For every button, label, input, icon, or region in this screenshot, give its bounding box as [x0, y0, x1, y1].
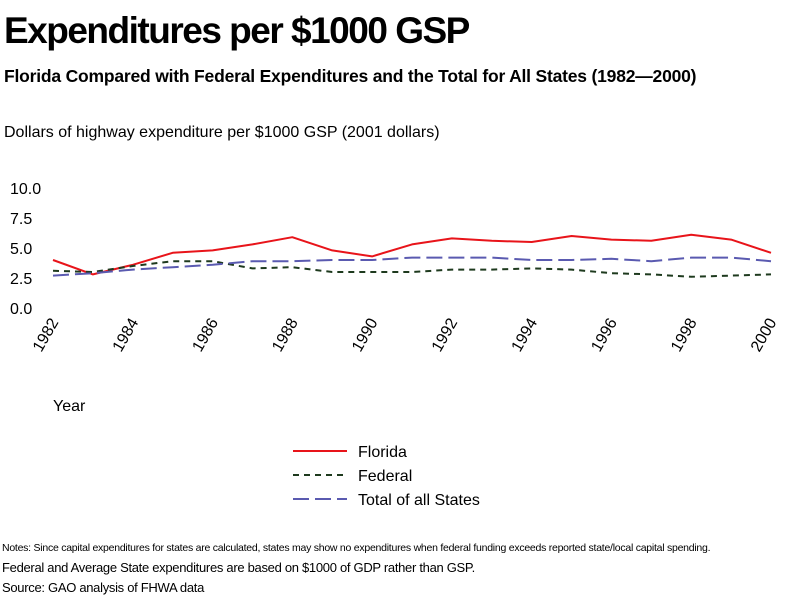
- series-line-federal: [52, 260, 772, 278]
- x-tick-label: 1998: [668, 315, 701, 354]
- x-tick-label: 1984: [110, 315, 143, 354]
- y-axis-label: Dollars of highway expenditure per $1000…: [4, 124, 440, 141]
- x-tick-label: 2000: [748, 315, 781, 354]
- line-chart: 10.0 7.5 5.0 2.5 0.0 1982 1984 1986 1988 1990 199…: [10, 181, 781, 509]
- y-tick-label: 2.5: [10, 271, 32, 288]
- y-tick-label: 10.0: [10, 181, 41, 198]
- x-tick-label: 1986: [190, 315, 223, 354]
- legend-label: Federal: [358, 468, 412, 485]
- series-line-florida: [52, 233, 772, 276]
- y-tick-label: 7.5: [10, 211, 32, 228]
- chart-source: Source: GAO analysis of FHWA data: [2, 580, 205, 595]
- chart-footnote: Federal and Average State expenditures a…: [2, 560, 475, 575]
- series-line-total-of-all-states: [52, 256, 772, 277]
- chart-notes: Notes: Since capital expenditures for st…: [2, 542, 711, 554]
- legend-label: Florida: [358, 444, 407, 461]
- y-tick-label: 5.0: [10, 241, 32, 258]
- legend-label: Total of all States: [358, 492, 480, 509]
- x-tick-label: 1994: [509, 315, 542, 354]
- x-tick-label: 1990: [349, 315, 382, 354]
- x-tick-label: 1988: [269, 315, 302, 354]
- x-tick-label: 1982: [30, 315, 63, 354]
- x-axis-label: Year: [53, 398, 86, 415]
- chart-subtitle: Florida Compared with Federal Expenditur…: [4, 66, 697, 86]
- x-tick-label: 1996: [588, 315, 621, 354]
- x-tick-label: 1992: [429, 315, 462, 354]
- y-tick-label: 0.0: [10, 301, 32, 318]
- chart-title: Expenditures per $1000 GSP: [4, 10, 470, 51]
